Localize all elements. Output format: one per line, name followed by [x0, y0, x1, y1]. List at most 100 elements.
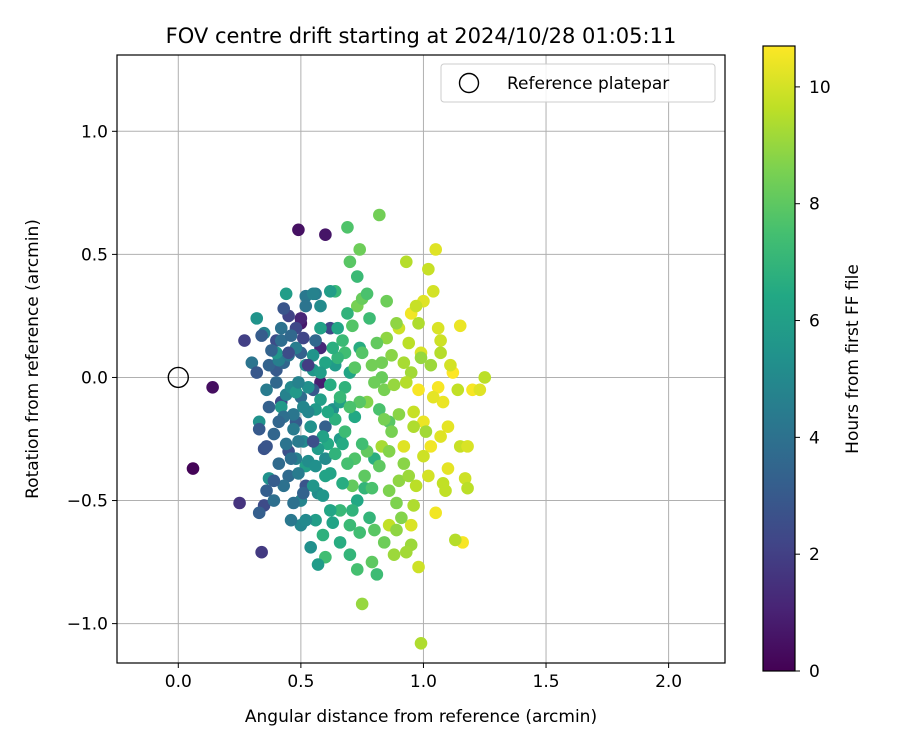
data-point — [333, 390, 347, 404]
data-point — [451, 383, 465, 397]
data-point — [262, 400, 276, 414]
data-point — [365, 555, 379, 569]
data-point — [429, 243, 443, 256]
data-point — [399, 255, 413, 269]
data-point — [274, 334, 288, 347]
data-point — [385, 425, 398, 438]
data-point — [292, 376, 305, 389]
x-tick-label: 1.5 — [533, 672, 560, 692]
data-point — [260, 440, 273, 453]
data-point — [287, 496, 300, 510]
data-point — [311, 558, 325, 571]
data-point — [250, 312, 264, 325]
data-point — [478, 371, 492, 384]
data-point — [434, 430, 447, 443]
data-point — [439, 484, 452, 497]
data-point — [262, 358, 276, 372]
data-point — [395, 511, 408, 525]
y-tick-label: −1.0 — [67, 615, 108, 635]
y-ticks: −1.0 −0.5 0.0 0.5 1.0 — [67, 122, 117, 635]
data-point — [355, 346, 369, 360]
data-point — [412, 383, 425, 397]
data-point — [370, 336, 384, 350]
data-point — [267, 494, 281, 507]
data-point — [441, 420, 455, 433]
data-point — [424, 358, 438, 372]
data-point — [333, 504, 347, 517]
data-point — [453, 319, 467, 333]
colorbar-tick-label: 4 — [809, 428, 820, 448]
data-point — [319, 469, 332, 483]
data-point — [390, 496, 403, 510]
data-point — [363, 511, 376, 525]
data-point — [414, 351, 428, 365]
data-point — [392, 408, 406, 421]
data-point — [424, 440, 438, 453]
data-point — [365, 481, 379, 495]
data-point — [404, 518, 418, 532]
data-point — [287, 422, 300, 436]
data-point — [309, 334, 322, 347]
chart-title: FOV centre drift starting at 2024/10/28 … — [166, 24, 677, 48]
data-point — [365, 358, 379, 372]
data-point — [284, 329, 298, 342]
x-tick-label: 0.0 — [165, 672, 192, 692]
data-point — [282, 346, 295, 360]
data-point — [348, 410, 362, 424]
reference-point — [167, 366, 189, 389]
data-point — [323, 378, 337, 392]
data-point — [272, 457, 286, 470]
data-point — [407, 420, 420, 433]
data-point — [341, 457, 354, 470]
data-point — [292, 223, 305, 237]
data-point — [426, 285, 440, 298]
colorbar-tick-label: 6 — [809, 312, 820, 332]
data-point — [390, 317, 403, 330]
data-point — [377, 536, 391, 549]
y-tick-label: 0.5 — [81, 245, 108, 265]
data-point — [473, 383, 487, 397]
data-point — [431, 381, 445, 394]
legend-box — [440, 63, 716, 103]
data-point — [309, 513, 322, 527]
legend-hollow-circle-icon — [458, 72, 480, 94]
data-point — [382, 484, 396, 497]
data-point — [360, 287, 374, 301]
data-point — [319, 356, 332, 369]
colorbar-tick-label: 10 — [809, 78, 831, 98]
data-point — [341, 307, 354, 320]
reference-layer — [167, 366, 189, 389]
data-point — [338, 381, 352, 394]
y-tick-label: −0.5 — [67, 492, 108, 512]
legend-entry-reference: Reference platepar — [507, 74, 669, 94]
data-point — [277, 302, 291, 315]
data-point — [282, 469, 295, 483]
data-point — [294, 312, 308, 325]
data-point — [287, 408, 300, 421]
data-point — [326, 516, 340, 529]
data-point — [328, 447, 342, 461]
data-point — [397, 356, 411, 369]
data-point — [409, 299, 423, 313]
data-point — [363, 312, 376, 325]
data-point — [375, 356, 389, 369]
data-point — [449, 533, 462, 547]
data-point — [373, 459, 386, 473]
data-point — [316, 430, 330, 443]
data-point — [397, 440, 411, 453]
data-point — [429, 506, 443, 520]
data-point — [353, 243, 367, 256]
data-point — [368, 376, 381, 389]
x-axis-label: Angular distance from reference (arcmin) — [245, 707, 597, 727]
data-point — [397, 457, 411, 470]
data-point — [316, 489, 330, 502]
data-point — [407, 405, 420, 419]
data-point — [419, 425, 433, 438]
data-point — [458, 472, 472, 485]
colorbar-tick-label: 2 — [809, 545, 820, 565]
data-point — [426, 390, 440, 404]
x-tick-label: 0.5 — [287, 672, 314, 692]
data-point — [301, 405, 315, 419]
data-point — [358, 469, 371, 483]
